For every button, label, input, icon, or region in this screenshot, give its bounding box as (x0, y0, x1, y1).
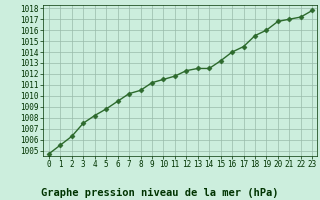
Text: Graphe pression niveau de la mer (hPa): Graphe pression niveau de la mer (hPa) (41, 188, 279, 198)
